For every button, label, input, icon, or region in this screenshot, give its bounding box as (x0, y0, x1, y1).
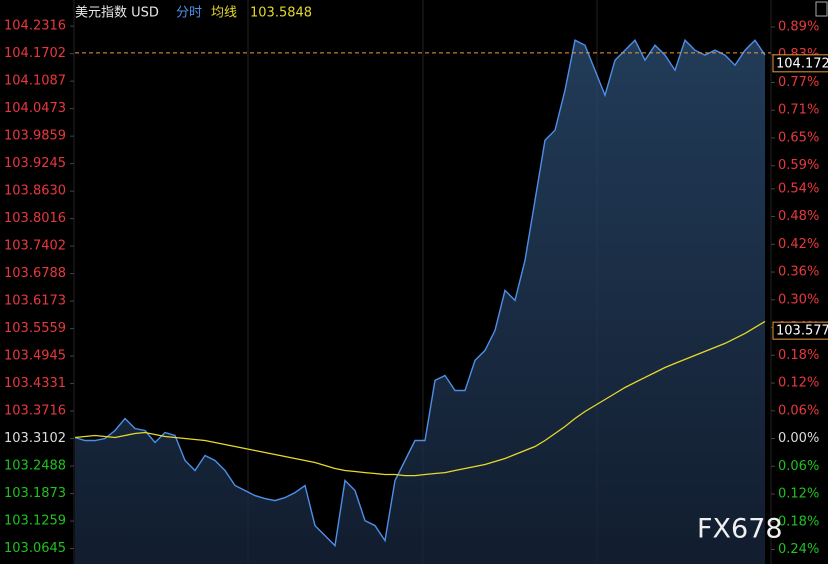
corner-icon (815, 1, 828, 17)
y2-tick-label: 0.71% (778, 103, 819, 118)
y2-tick-label: 0.42% (778, 237, 819, 252)
price-area (75, 40, 765, 564)
y-tick-label: 103.4331 (4, 376, 66, 391)
y2-tick-label: 0.06% (778, 459, 819, 474)
y-tick-label: 103.3102 (4, 431, 66, 446)
y-tick-label: 103.8630 (4, 184, 66, 199)
y-tick-label: 104.1087 (4, 74, 66, 89)
y2-tick-label: 0.24% (778, 542, 819, 557)
y2-tick-label: 0.48% (778, 209, 819, 224)
plot: 104.2316 104.1702 104.1087 104.0473 103.9859… (4, 19, 828, 564)
average-readout: 103.5848 (250, 6, 312, 21)
legend-average: 均线 (211, 6, 237, 21)
current-price-box (772, 54, 828, 73)
y2-tick-label: 0.59% (778, 158, 819, 173)
average-line (74, 320, 766, 477)
y2-tick-label: 0.65% (778, 130, 819, 145)
y-tick-label: 103.1259 (4, 514, 66, 529)
y-tick-label: 103.6173 (4, 294, 66, 309)
y2-tick-label: 0.06% (778, 403, 819, 418)
y2-tick-label: 0.12% (778, 376, 819, 391)
average-price-label: 103.577 (776, 324, 828, 339)
y-tick-label: 103.7402 (4, 239, 66, 254)
y2-tick-label: 0.18% (778, 348, 819, 363)
y2-tick-label: 0.18% (778, 514, 819, 529)
y-tick-label: 104.0473 (4, 101, 66, 116)
title: 美元指数 USD (75, 6, 159, 21)
y-tick-label: 103.9859 (4, 129, 66, 144)
y2-tick-label: 0.89% (778, 19, 819, 34)
y-tick-label: 103.8016 (4, 211, 66, 226)
y-tick-label: 103.6788 (4, 266, 66, 281)
y2-tick-label: 0.12% (778, 487, 819, 502)
y-tick-label: 103.3716 (4, 404, 66, 419)
y2-tick-label: 0.30% (778, 292, 819, 307)
y2-tick-label: 0.36% (778, 265, 819, 280)
y2-tick-label: 0.00% (778, 431, 819, 446)
y2-tick-label: 0.77% (778, 75, 819, 90)
current-price-label: 104.172 (776, 56, 828, 71)
y-tick-label: 103.9245 (4, 156, 66, 171)
y-tick-label: 104.1702 (4, 46, 66, 61)
y-tick-label: 103.5559 (4, 321, 66, 336)
legend-price: 分时 (176, 6, 202, 21)
watermark: FX678 (697, 514, 783, 545)
y-tick-label: 103.4945 (4, 349, 66, 364)
y-tick-label: 103.0645 (4, 541, 66, 556)
y-tick-label: 103.2488 (4, 459, 66, 474)
y-tick-label: 103.1873 (4, 486, 66, 501)
average-price-box (772, 321, 828, 340)
y-tick-label: 104.2316 (4, 19, 66, 34)
y2-tick-label: 0.54% (778, 181, 819, 196)
